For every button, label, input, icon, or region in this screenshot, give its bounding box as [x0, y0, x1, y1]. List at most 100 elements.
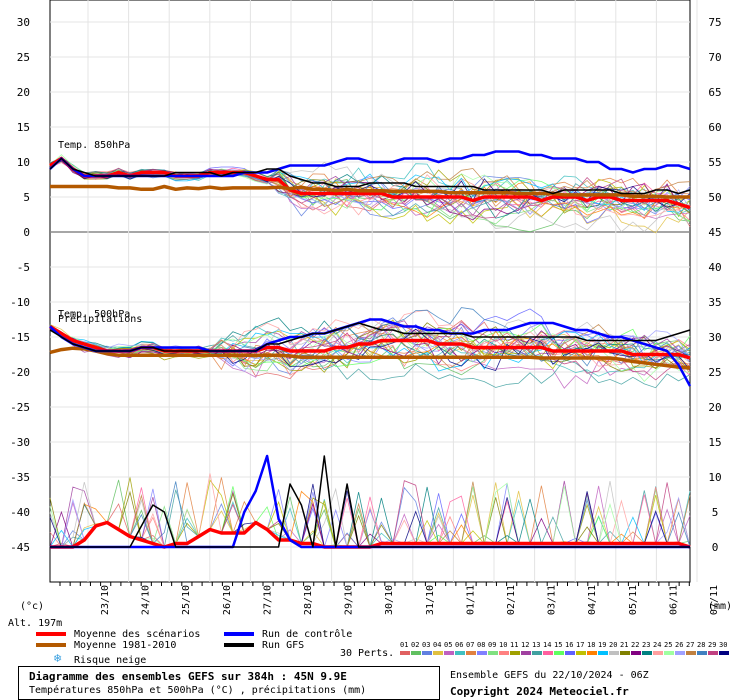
- pert-swatch: [598, 651, 608, 655]
- pert-number: 28: [697, 641, 705, 649]
- legend-snow-label: Risque neige: [74, 655, 146, 666]
- legend-control-label: Run de contrôle: [262, 628, 352, 640]
- pert-swatch: [400, 651, 410, 655]
- x-tick-label: 06/11: [668, 585, 679, 615]
- perturbation-line: [49, 325, 691, 372]
- series-line-precip: [50, 455, 690, 548]
- legend-gfs-label: Run GFS: [262, 640, 304, 651]
- copyright: Copyright 2024 Meteociel.fr: [450, 685, 629, 698]
- x-tick-label: 01/11: [465, 585, 476, 615]
- pert-swatch: [686, 651, 696, 655]
- left-unit-label: (°c): [20, 601, 44, 612]
- pert-number: 12: [521, 641, 529, 649]
- perturbation-line: [49, 327, 691, 365]
- pert-swatch: [565, 651, 575, 655]
- pert-swatch: [455, 651, 465, 655]
- pert-number: 27: [686, 641, 694, 649]
- right-tick-label: 30: [708, 331, 721, 344]
- pert-swatch: [719, 651, 729, 655]
- x-tick-label: 03/11: [547, 585, 558, 615]
- right-tick-label: 35: [708, 296, 721, 309]
- pert-number: 02: [411, 641, 419, 649]
- pert-number: 16: [565, 641, 573, 649]
- footer-title: Diagramme des ensembles GEFS sur 384h : …: [29, 670, 347, 683]
- altitude-label: Alt. 197m: [8, 618, 62, 629]
- plot-area: [49, 0, 691, 583]
- x-tick-label: 31/10: [425, 585, 436, 615]
- right-tick-label: 25: [708, 366, 721, 379]
- pert-number: 01: [400, 641, 408, 649]
- x-tick-label: 27/10: [262, 585, 273, 615]
- pert-number: 05: [444, 641, 452, 649]
- pert-swatch: [631, 651, 641, 655]
- pert-number: 23: [642, 641, 650, 649]
- right-tick-label: 5: [712, 506, 719, 519]
- x-tick-label: 29/10: [344, 585, 355, 615]
- pert-swatch: [521, 651, 531, 655]
- x-tick-label: 23/10: [100, 585, 111, 615]
- left-tick-label: 15: [17, 121, 30, 134]
- pert-swatch: [642, 651, 652, 655]
- pert-number: 08: [477, 641, 485, 649]
- x-tick-label: 30/10: [384, 585, 395, 615]
- x-tick-label: 26/10: [222, 585, 233, 615]
- right-tick-label: 75: [708, 16, 721, 29]
- right-tick-label: 65: [708, 86, 721, 99]
- perturbation-line: [49, 321, 691, 381]
- pert-number: 30: [719, 641, 727, 649]
- series-line-t850: [50, 184, 690, 199]
- pert-number: 07: [466, 641, 474, 649]
- x-tick-label: 02/11: [506, 585, 517, 615]
- main-series-lines: [49, 150, 692, 549]
- pert-number: 14: [543, 641, 551, 649]
- series-line-t850: [49, 156, 691, 210]
- x-tick-label: 24/10: [141, 585, 152, 615]
- left-tick-label: -10: [10, 296, 30, 309]
- pert-swatch: [488, 651, 498, 655]
- left-tick-label: 0: [23, 226, 30, 239]
- series-line-t500: [49, 322, 691, 352]
- pert-number: 21: [620, 641, 628, 649]
- snowflake-icon: ❄: [53, 652, 62, 665]
- pert-number: 11: [510, 641, 518, 649]
- pert-swatch: [653, 651, 663, 655]
- pert-number: 15: [554, 641, 562, 649]
- x-tick-label: 05/11: [628, 585, 639, 615]
- footer-subtitle: Températures 850hPa et 500hPa (°C) , pré…: [29, 685, 367, 696]
- pert-swatch: [587, 651, 597, 655]
- pert-swatch: [609, 651, 619, 655]
- series-line-t500: [49, 346, 691, 370]
- pert-swatch: [576, 651, 586, 655]
- x-tick-label: 28/10: [303, 585, 314, 615]
- left-tick-label: 30: [17, 16, 30, 29]
- x-tick-label: 25/10: [181, 585, 192, 615]
- pert-number: 17: [576, 641, 584, 649]
- right-tick-label: 15: [708, 436, 721, 449]
- left-tick-label: -15: [10, 331, 30, 344]
- panel-label-precip: Précipitations: [58, 313, 142, 325]
- left-tick-label: 20: [17, 86, 30, 99]
- left-tick-label: -25: [10, 401, 30, 414]
- run-info: Ensemble GEFS du 22/10/2024 - 06Z: [450, 670, 649, 681]
- right-tick-label: 60: [708, 121, 721, 134]
- right-unit-label: (mm): [708, 601, 732, 612]
- chart-grid: [49, 0, 698, 583]
- right-tick-label: 40: [708, 261, 721, 274]
- pert-swatch: [510, 651, 520, 655]
- panel-label-t850: Temp. 850hPa: [58, 140, 130, 151]
- pert-number: 09: [488, 641, 496, 649]
- right-tick-label: 45: [708, 226, 721, 239]
- legend-mean-label: Moyenne des scénarios: [74, 628, 200, 640]
- x-tick-label: 04/11: [587, 585, 598, 615]
- series-line-t850: [49, 157, 691, 195]
- left-tick-label: -20: [10, 366, 30, 379]
- right-tick-label: 10: [708, 471, 721, 484]
- pert-number: 10: [499, 641, 507, 649]
- left-tick-label: 10: [17, 156, 30, 169]
- pert-number: 25: [664, 641, 672, 649]
- pert-swatch: [697, 651, 707, 655]
- pert-swatch: [466, 651, 476, 655]
- pert-swatch: [532, 651, 542, 655]
